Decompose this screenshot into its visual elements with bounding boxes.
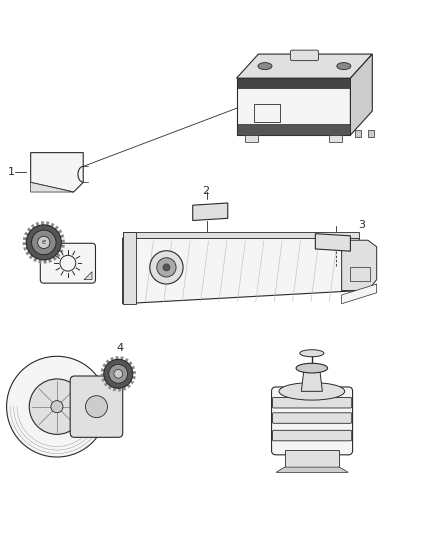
Polygon shape — [31, 152, 83, 192]
Polygon shape — [118, 374, 126, 391]
FancyBboxPatch shape — [272, 387, 353, 455]
FancyBboxPatch shape — [272, 430, 352, 441]
Polygon shape — [342, 284, 377, 304]
FancyBboxPatch shape — [70, 376, 123, 437]
Circle shape — [38, 236, 50, 248]
Polygon shape — [23, 237, 44, 243]
Ellipse shape — [296, 364, 328, 373]
Polygon shape — [44, 240, 65, 243]
Polygon shape — [108, 374, 118, 390]
Polygon shape — [118, 371, 136, 374]
Circle shape — [32, 230, 56, 255]
Circle shape — [104, 359, 133, 388]
Polygon shape — [44, 243, 52, 263]
Polygon shape — [44, 243, 60, 257]
Polygon shape — [25, 232, 44, 243]
FancyBboxPatch shape — [290, 50, 318, 61]
Text: 3: 3 — [358, 220, 365, 230]
Polygon shape — [24, 243, 44, 251]
Text: 1: 1 — [7, 167, 14, 177]
Polygon shape — [101, 374, 118, 376]
Circle shape — [150, 251, 183, 284]
Polygon shape — [285, 450, 339, 468]
Polygon shape — [31, 224, 44, 243]
Polygon shape — [123, 232, 136, 304]
Polygon shape — [27, 228, 44, 243]
Polygon shape — [276, 467, 348, 472]
Polygon shape — [118, 357, 124, 374]
Polygon shape — [29, 243, 44, 259]
Polygon shape — [110, 357, 118, 374]
Polygon shape — [102, 364, 118, 374]
Polygon shape — [44, 235, 64, 243]
Ellipse shape — [258, 62, 272, 70]
Polygon shape — [116, 356, 118, 374]
Polygon shape — [44, 243, 46, 263]
Polygon shape — [301, 369, 322, 391]
FancyBboxPatch shape — [272, 398, 352, 408]
Polygon shape — [36, 222, 44, 243]
Polygon shape — [118, 361, 132, 374]
Polygon shape — [118, 366, 135, 374]
Polygon shape — [245, 135, 258, 142]
Polygon shape — [33, 243, 44, 262]
Polygon shape — [101, 368, 118, 374]
Polygon shape — [118, 374, 121, 391]
Polygon shape — [237, 78, 350, 135]
FancyBboxPatch shape — [40, 243, 95, 283]
Polygon shape — [104, 374, 118, 386]
Polygon shape — [237, 124, 350, 135]
Polygon shape — [44, 223, 54, 243]
Circle shape — [163, 264, 170, 271]
Circle shape — [29, 379, 85, 434]
Polygon shape — [123, 232, 359, 238]
Polygon shape — [44, 243, 65, 248]
Polygon shape — [368, 130, 374, 137]
Polygon shape — [342, 240, 377, 290]
Polygon shape — [44, 226, 59, 243]
Polygon shape — [193, 203, 228, 221]
Polygon shape — [102, 374, 118, 382]
Polygon shape — [106, 360, 118, 374]
Text: 2: 2 — [202, 185, 209, 196]
Polygon shape — [118, 374, 131, 388]
Polygon shape — [355, 130, 361, 137]
Circle shape — [109, 365, 127, 383]
Ellipse shape — [279, 383, 345, 400]
Polygon shape — [118, 358, 129, 374]
Polygon shape — [23, 243, 44, 245]
Polygon shape — [315, 233, 350, 251]
Polygon shape — [237, 78, 350, 88]
Polygon shape — [25, 243, 44, 255]
Circle shape — [85, 395, 107, 418]
Text: e: e — [42, 239, 46, 245]
Circle shape — [114, 369, 123, 378]
Polygon shape — [44, 243, 63, 253]
Polygon shape — [41, 221, 44, 243]
Polygon shape — [44, 243, 57, 261]
Polygon shape — [118, 374, 134, 384]
Polygon shape — [328, 135, 342, 142]
Polygon shape — [39, 243, 44, 263]
Circle shape — [7, 356, 107, 457]
Ellipse shape — [337, 62, 351, 70]
Polygon shape — [31, 182, 74, 192]
Circle shape — [157, 258, 176, 277]
Polygon shape — [113, 374, 118, 391]
Polygon shape — [123, 238, 359, 304]
Text: 4: 4 — [117, 343, 124, 353]
Polygon shape — [44, 222, 49, 243]
Ellipse shape — [300, 350, 324, 357]
Polygon shape — [118, 374, 136, 379]
Polygon shape — [237, 54, 372, 78]
Circle shape — [26, 225, 61, 260]
Polygon shape — [44, 230, 62, 243]
FancyBboxPatch shape — [272, 413, 352, 423]
Polygon shape — [350, 54, 372, 135]
Circle shape — [51, 401, 63, 413]
Polygon shape — [84, 272, 92, 280]
